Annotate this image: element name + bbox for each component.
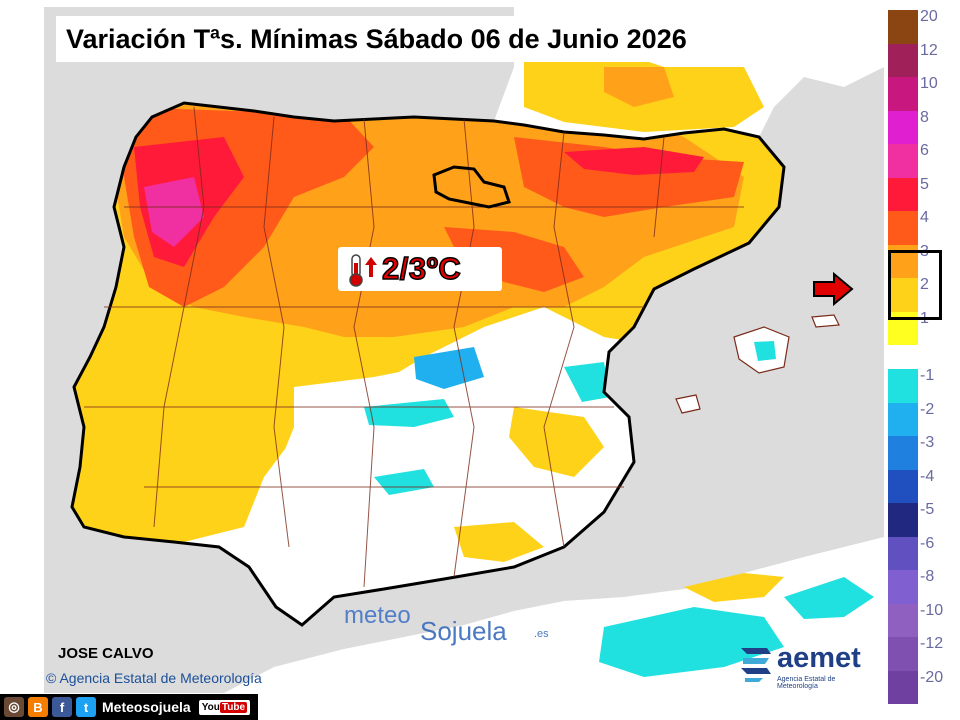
- neutral-zone-south: [274, 327, 634, 587]
- aemet-logo-word: aemet: [777, 642, 861, 674]
- cool-patch-africa-east: [784, 577, 874, 619]
- warm-patch-southeast: [509, 407, 604, 477]
- warm-patch-france-2: [604, 67, 674, 107]
- legend-swatch: [888, 110, 918, 144]
- very-hot-zone-pyrenees: [564, 147, 704, 175]
- legend-pointer-arrow-icon: [813, 272, 854, 306]
- legend-label: -10: [920, 601, 944, 619]
- legend-neutral-gap: [888, 345, 918, 369]
- legend-label: -8: [920, 568, 935, 585]
- legend-swatch: [888, 402, 918, 436]
- aemet-logo-mark: [741, 648, 771, 682]
- facebook-icon[interactable]: f: [52, 697, 72, 717]
- legend-label: -12: [920, 635, 944, 652]
- legend-label: -1: [920, 367, 935, 384]
- legend-swatch: [888, 469, 918, 503]
- author-credit: JOSE CALVO: [58, 645, 154, 662]
- copyright-text: Agencia Estatal de Meteorología: [59, 670, 262, 686]
- watermark-meteo: meteo: [344, 602, 411, 629]
- temperature-callout: 2/3ºC: [338, 247, 502, 291]
- legend-swatch: [888, 536, 918, 570]
- legend-swatch: [888, 670, 918, 704]
- legend-swatch: [888, 211, 918, 245]
- legend-label: -4: [920, 467, 935, 485]
- cool-patch-andalucia: [374, 469, 434, 495]
- cool-patch-africa: [599, 607, 784, 677]
- youtube-icon[interactable]: You Tube: [198, 699, 251, 715]
- temperature-map: [44, 7, 884, 693]
- la-rioja-outline: [432, 165, 511, 209]
- legend-label: 10: [920, 75, 938, 92]
- warm-patch-africa: [684, 573, 784, 602]
- legend-swatch: [888, 436, 918, 470]
- legend-swatch: [888, 503, 918, 537]
- cool-patch-cuenca: [414, 347, 484, 389]
- watermark-sojuela: Sojuela: [420, 616, 507, 646]
- aemet-logo: aemet Agencia Estatal de Meteorología: [737, 640, 877, 690]
- instagram-icon[interactable]: ◎: [4, 697, 24, 717]
- temperature-change-value: 2/3ºC: [381, 250, 462, 287]
- meteosojuela-watermark: meteo Sojuela .es: [344, 602, 549, 646]
- legend-label: 8: [920, 108, 929, 126]
- social-bar: ◎ B f t Meteosojuela You Tube: [0, 694, 258, 720]
- legend-swatch: [888, 43, 918, 77]
- map-graphic: [70, 7, 884, 693]
- ibiza-island: [675, 394, 701, 414]
- legend-swatch: [888, 369, 918, 403]
- province-borders: [84, 106, 744, 588]
- legend-swatch: [888, 278, 918, 312]
- legend-label: -20: [920, 668, 944, 686]
- color-legend: 20 12 10 8 6 5 4 3 2 1 -1 -2 -3 -4 -5 -6 -8 -10 -12 -20: [888, 8, 960, 704]
- copyright-notice: © Agencia Estatal de Meteorología: [46, 670, 262, 686]
- aemet-logo-subtitle: Agencia Estatal de Meteorología: [777, 676, 836, 690]
- menorca-island: [811, 314, 840, 328]
- thermometer-up-icon: [344, 249, 382, 289]
- hot-zone-iberian-range: [444, 227, 584, 292]
- watermark-es: .es: [534, 628, 549, 640]
- legend-swatch: [888, 637, 918, 671]
- legend-label: 20: [920, 8, 938, 25]
- legend-label: -5: [920, 501, 935, 518]
- legend-label: 5: [920, 175, 929, 193]
- warm-patch-south: [454, 522, 544, 562]
- map-title: Variación Tªs. Mínimas Sábado 06 de Juni…: [66, 23, 687, 54]
- cool-patch-la-mancha: [364, 399, 454, 427]
- youtube-you: You: [201, 701, 220, 713]
- legend-label: 6: [920, 142, 929, 159]
- legend-label: 2: [920, 276, 929, 293]
- copyright-icon: ©: [46, 670, 57, 686]
- legend-label: -3: [920, 434, 935, 451]
- legend-label: 4: [920, 209, 929, 226]
- legend-swatch: [888, 603, 918, 637]
- legend-swatch: [888, 10, 918, 44]
- legend-label: -6: [920, 534, 935, 552]
- blogger-icon[interactable]: B: [28, 697, 48, 717]
- social-handle[interactable]: Meteosojuela: [102, 699, 191, 715]
- legend-highlight-box: [888, 250, 942, 320]
- legend-label: 12: [920, 41, 938, 59]
- mallorca-cool: [754, 341, 776, 361]
- twitter-icon[interactable]: t: [76, 697, 96, 717]
- map-title-box: Variación Tªs. Mínimas Sábado 06 de Juni…: [56, 16, 848, 62]
- legend-swatch: [888, 144, 918, 178]
- very-hot-zone-magenta: [144, 177, 204, 247]
- iberia-coastline: [70, 101, 786, 627]
- legend-label: -2: [920, 400, 935, 418]
- legend-swatch: [888, 77, 918, 111]
- cool-patch-valencia: [564, 362, 610, 402]
- legend-swatch: [888, 570, 918, 604]
- legend-swatch: [888, 177, 918, 211]
- youtube-tube: Tube: [219, 701, 248, 713]
